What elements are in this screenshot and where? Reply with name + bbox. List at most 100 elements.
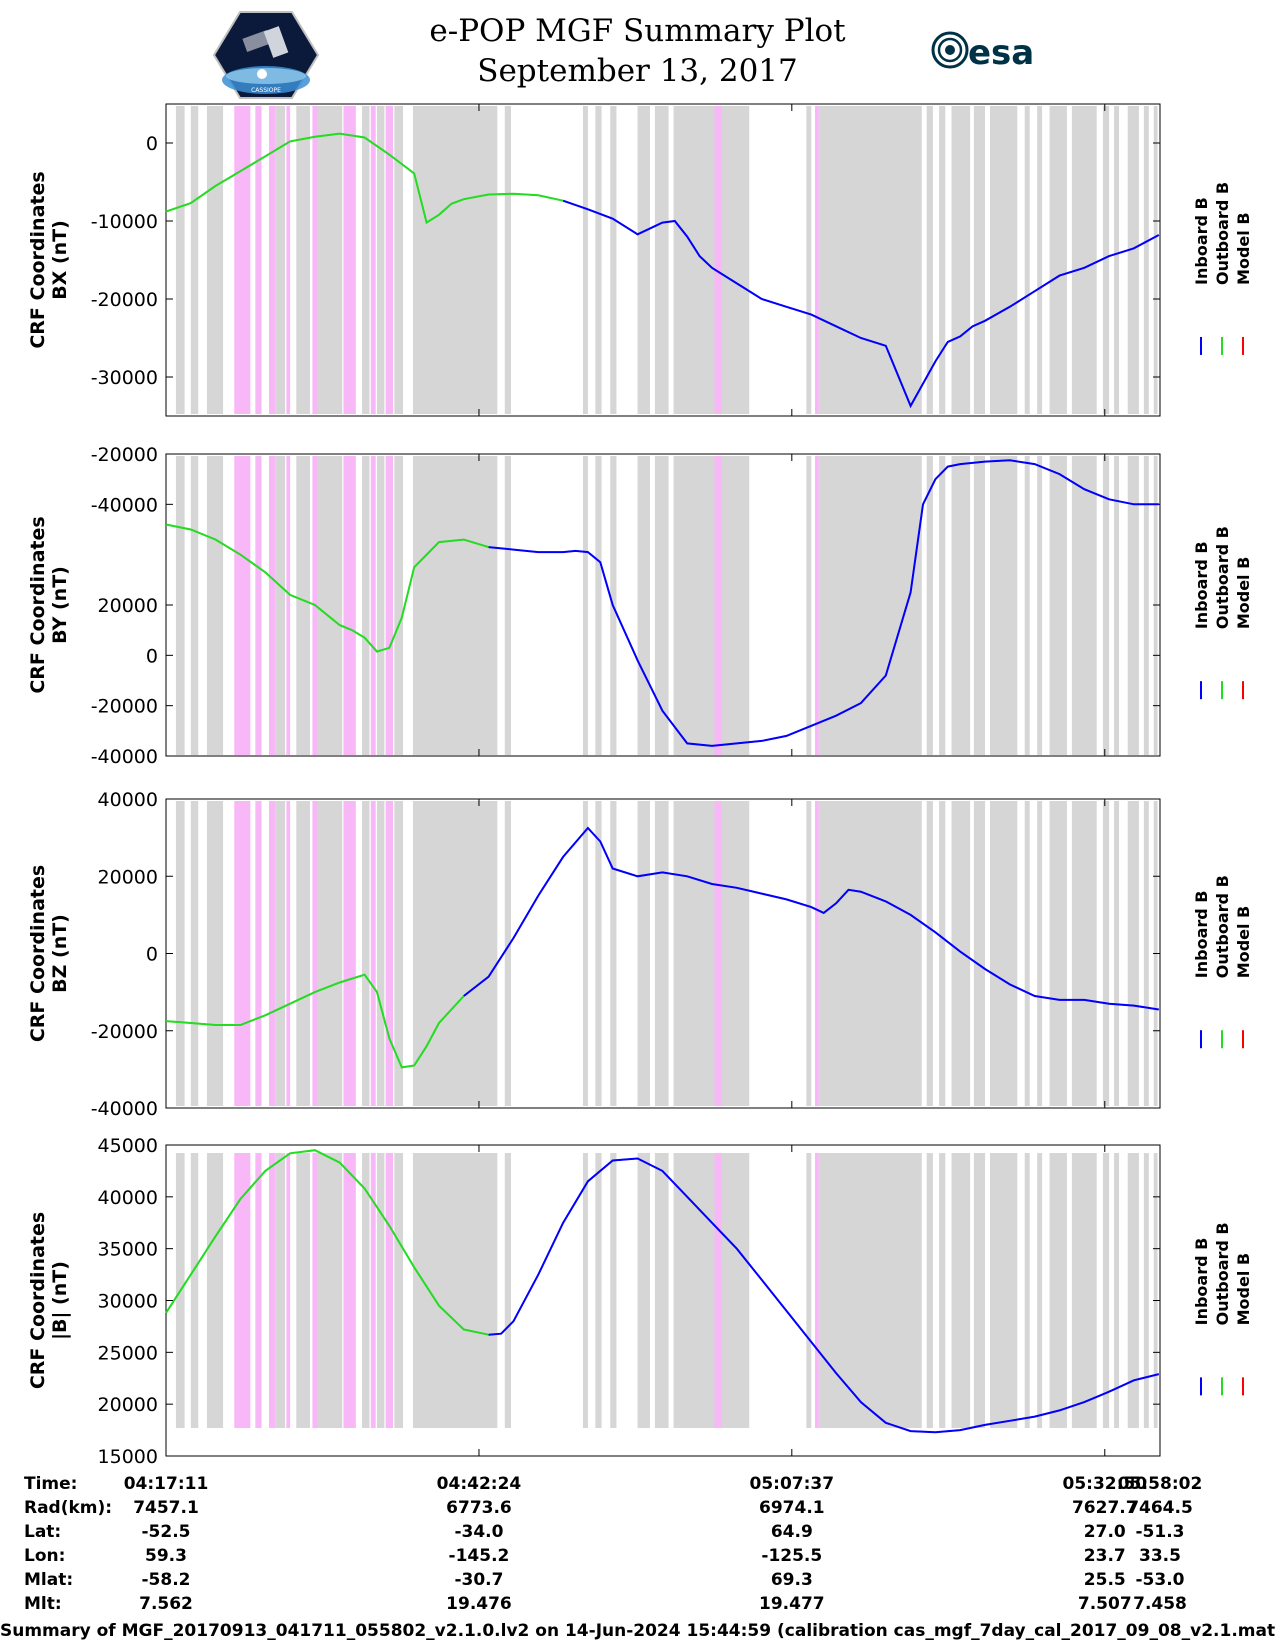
- data-gap-band: [582, 456, 588, 755]
- outboard-gap-band: [815, 801, 819, 1106]
- outboard-gap-band: [714, 456, 722, 755]
- data-gap-band: [376, 801, 385, 1106]
- legend-label: Outboard B: [1213, 526, 1232, 629]
- data-gap-band: [939, 456, 946, 755]
- outboard-gap-band: [234, 456, 251, 755]
- info-cell: 6773.6: [446, 1498, 512, 1518]
- legend-label: Outboard B: [1213, 875, 1232, 978]
- info-cell: 19.476: [446, 1594, 512, 1614]
- legend-label: Inboard B: [1192, 1238, 1211, 1326]
- data-gap-band: [1049, 1153, 1067, 1428]
- y-axis-label: |B| (nT): [49, 1261, 71, 1340]
- outboard-b-line: [165, 523, 489, 653]
- y-tick-label: 20000: [98, 1394, 158, 1416]
- info-cell: 23.7: [1084, 1546, 1126, 1566]
- data-gap-band: [654, 1153, 669, 1428]
- data-gap-band: [504, 801, 511, 1106]
- data-gap-band: [595, 801, 602, 1106]
- data-gap-band: [1143, 106, 1149, 414]
- info-cell: -145.2: [449, 1546, 510, 1566]
- data-gap-band: [1102, 106, 1110, 414]
- outboard-gap-band: [370, 106, 376, 414]
- data-gap-band: [973, 106, 986, 414]
- y-axis-label: CRF Coordinates: [27, 516, 49, 693]
- y-tick-label: 40000: [98, 1187, 158, 1209]
- outboard-gap-band: [815, 456, 819, 755]
- info-row-label: Lon:: [24, 1546, 65, 1566]
- data-gap-band: [412, 456, 498, 755]
- data-gap-band: [314, 801, 343, 1106]
- info-row-label: Mlt:: [24, 1594, 62, 1614]
- info-cell: 19.477: [759, 1594, 825, 1614]
- outboard-gap-band: [312, 106, 318, 414]
- info-cell: 7.458: [1133, 1594, 1187, 1614]
- info-cell: -34.0: [454, 1522, 503, 1542]
- data-gap-band: [1049, 456, 1067, 755]
- data-gap-band: [504, 1153, 511, 1428]
- data-gap-band: [806, 1153, 812, 1428]
- cassiope-logo-text: CASSIOPE: [251, 87, 281, 94]
- info-cell: 33.5: [1139, 1546, 1181, 1566]
- data-gap-band: [1102, 456, 1110, 755]
- data-gap-band: [1024, 456, 1030, 755]
- data-gap-band: [1037, 456, 1043, 755]
- info-cell: 69.3: [771, 1570, 813, 1590]
- outboard-gap-band: [268, 1153, 276, 1428]
- axes-frame: [165, 103, 1161, 417]
- data-gap-band: [1153, 1153, 1158, 1428]
- y-tick-label: 0: [146, 944, 158, 966]
- y-tick-label: -20000: [91, 1021, 158, 1043]
- data-gap-band: [1071, 801, 1097, 1106]
- data-gap-band: [394, 456, 404, 755]
- info-row-label: Mlat:: [24, 1570, 73, 1590]
- outboard-gap-band: [343, 456, 356, 755]
- inboard-b-line: [562, 199, 1160, 409]
- y-tick-label: 25000: [98, 1342, 158, 1364]
- y-axis-label: BX (nT): [49, 220, 71, 300]
- data-gap-band: [1127, 801, 1139, 1106]
- outboard-gap-band: [255, 1153, 262, 1428]
- plot-title: e-POP MGF Summary Plot: [429, 13, 846, 49]
- data-gap-band: [818, 456, 922, 755]
- data-gap-band: [610, 1153, 617, 1428]
- legend-label: Inboard B: [1192, 541, 1211, 629]
- outboard-gap-band: [286, 106, 291, 414]
- data-gap-band: [1024, 106, 1030, 414]
- info-cell: 7.562: [139, 1594, 193, 1614]
- data-gap-band: [1127, 1153, 1139, 1428]
- y-tick-label: 0: [146, 133, 158, 155]
- outboard-gap-band: [312, 801, 318, 1106]
- data-gap-band: [818, 106, 922, 414]
- info-cell: -58.2: [142, 1570, 191, 1590]
- outboard-gap-band: [343, 801, 356, 1106]
- data-gap-band: [806, 456, 812, 755]
- data-gap-band: [818, 801, 922, 1106]
- legend-label: Outboard B: [1213, 1222, 1232, 1325]
- outboard-gap-band: [312, 1153, 318, 1428]
- data-gap-band: [394, 106, 404, 414]
- y-axis-label: CRF Coordinates: [27, 171, 49, 348]
- panel-bx: 0 -10000 -20000 -30000 CRF Coordinates BX (nT…: [27, 103, 1253, 417]
- y-tick-label: 45000: [98, 1135, 158, 1157]
- data-gap-band: [610, 106, 617, 414]
- legend-label: Model B: [1234, 212, 1253, 284]
- data-gap-band: [412, 106, 498, 414]
- outboard-gap-band: [286, 1153, 291, 1428]
- y-tick-label: -20000: [91, 289, 158, 311]
- outboard-gap-band: [234, 801, 251, 1106]
- data-gap-band: [989, 456, 1018, 755]
- data-gap-band: [1071, 456, 1097, 755]
- y-axis-label: BZ (nT): [49, 914, 71, 993]
- data-gap-band: [1127, 456, 1139, 755]
- inboard-b-line: [463, 826, 1159, 1011]
- outboard-gap-band: [370, 801, 376, 1106]
- data-gap-band: [654, 106, 669, 414]
- data-gap-band: [376, 1153, 385, 1428]
- y-tick-label: 40000: [98, 789, 158, 811]
- outboard-b-line: [165, 973, 465, 1069]
- data-gap-band: [989, 106, 1018, 414]
- data-gap-band: [314, 106, 343, 414]
- data-gap-band: [275, 1153, 286, 1428]
- y-tick-label: -40000: [91, 1098, 158, 1120]
- plot-date: September 13, 2017: [477, 53, 798, 89]
